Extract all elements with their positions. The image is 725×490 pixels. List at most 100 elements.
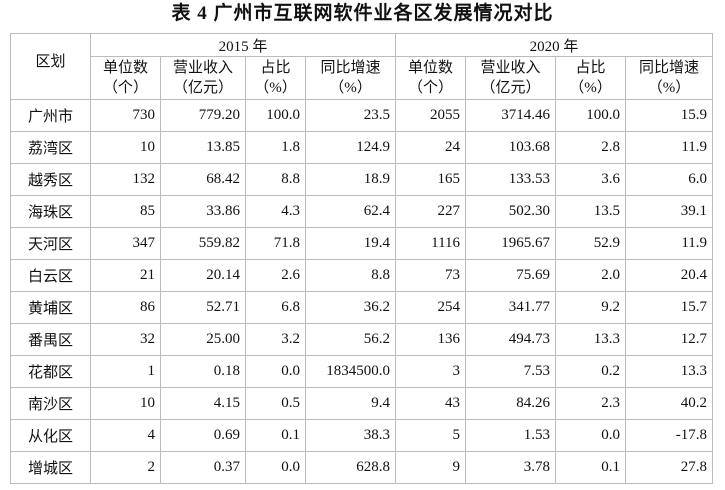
value-cell: 254 <box>395 291 467 324</box>
data-row: 黄埔区 86 52.71 6.8 36.2 254 341.77 9.2 15.7 <box>10 291 714 324</box>
column-header: 占比 （%） <box>555 56 627 100</box>
data-row: 广州市 730 779.20 100.0 23.5 2055 3714.46 100.0 15.… <box>10 99 714 132</box>
header-line: （%） <box>329 80 372 96</box>
header-line: 营业收入 <box>172 60 233 76</box>
value-cell: 136 <box>395 323 467 356</box>
value-cell: 8.8 <box>245 163 306 196</box>
value-cell: -17.8 <box>625 419 714 452</box>
value-cell: 0.2 <box>555 355 627 388</box>
value-cell: 38.3 <box>304 419 397 452</box>
value-cell: 15.7 <box>625 291 714 324</box>
value-cell: 9.2 <box>555 291 627 324</box>
value-cell: 0.0 <box>555 419 627 452</box>
data-row: 荔湾区 10 13.85 1.8 124.9 24 103.68 2.8 11.9 <box>10 131 714 164</box>
data-row: 南沙区 10 4.15 0.5 9.4 43 84.26 2.3 40.2 <box>10 387 714 420</box>
value-cell: 1.53 <box>465 419 557 452</box>
region-cell: 白云区 <box>10 259 91 292</box>
value-cell: 502.30 <box>465 195 557 228</box>
value-cell: 9.4 <box>304 387 397 420</box>
value-cell: 2 <box>90 451 161 484</box>
value-cell: 33.86 <box>160 195 246 228</box>
data-row: 增城区 2 0.37 0.0 628.8 9 3.78 0.1 27.8 <box>10 451 714 484</box>
value-cell: 10 <box>90 387 161 420</box>
value-cell: 2055 <box>395 99 467 132</box>
data-row: 番禺区 32 25.00 3.2 56.2 136 494.73 13.3 12.7 <box>10 323 714 356</box>
value-cell: 6.8 <box>245 291 306 324</box>
value-cell: 3714.46 <box>465 99 557 132</box>
value-cell: 13.3 <box>625 355 714 388</box>
header-line: 单位数 <box>102 60 148 76</box>
value-cell: 11.9 <box>625 227 714 260</box>
value-cell: 39.1 <box>625 195 714 228</box>
header-line: 占比 <box>575 60 606 76</box>
value-cell: 2.6 <box>245 259 306 292</box>
column-header: 营业收入 （亿元） <box>160 56 246 100</box>
value-cell: 133.53 <box>465 163 557 196</box>
value-cell: 341.77 <box>465 291 557 324</box>
value-cell: 3 <box>395 355 467 388</box>
data-table: 区划 2015 年 2020 年单位数 （个） 营业收入 （亿元） 占比 （%） 同比增速 （%）… <box>10 33 714 484</box>
value-cell: 62.4 <box>304 195 397 228</box>
region-cell: 广州市 <box>10 99 91 132</box>
header-line: 占比 <box>260 60 291 76</box>
value-cell: 21 <box>90 259 161 292</box>
value-cell: 0.37 <box>160 451 246 484</box>
data-row: 白云区 21 20.14 2.6 8.8 73 75.69 2.0 20.4 <box>10 259 714 292</box>
value-cell: 84.26 <box>465 387 557 420</box>
value-cell: 19.4 <box>304 227 397 260</box>
table-body: 区划 2015 年 2020 年单位数 （个） 营业收入 （亿元） 占比 （%） 同比增速 （%）… <box>10 33 714 484</box>
value-cell: 13.3 <box>555 323 627 356</box>
header-line: （亿元） <box>480 80 541 96</box>
region-cell: 荔湾区 <box>10 131 91 164</box>
value-cell: 4 <box>90 419 161 452</box>
value-cell: 71.8 <box>245 227 306 260</box>
value-cell: 6.0 <box>625 163 714 196</box>
region-cell: 番禺区 <box>10 323 91 356</box>
value-cell: 1965.67 <box>465 227 557 260</box>
region-cell: 花都区 <box>10 355 91 388</box>
region-cell: 增城区 <box>10 451 91 484</box>
value-cell: 1.8 <box>245 131 306 164</box>
value-cell: 32 <box>90 323 161 356</box>
column-header: 同比增速 （%） <box>304 56 397 100</box>
header-line: （亿元） <box>172 80 233 96</box>
value-cell: 165 <box>395 163 467 196</box>
value-cell: 86 <box>90 291 161 324</box>
value-cell: 5 <box>395 419 467 452</box>
value-cell: 0.5 <box>245 387 306 420</box>
value-cell: 0.0 <box>245 451 306 484</box>
value-cell: 2.3 <box>555 387 627 420</box>
value-cell: 4.3 <box>245 195 306 228</box>
value-cell: 132 <box>90 163 161 196</box>
value-cell: 227 <box>395 195 467 228</box>
value-cell: 18.9 <box>304 163 397 196</box>
value-cell: 1116 <box>395 227 467 260</box>
header-line: 单位数 <box>408 60 454 76</box>
value-cell: 0.1 <box>555 451 627 484</box>
value-cell: 20.14 <box>160 259 246 292</box>
data-row: 越秀区 132 68.42 8.8 18.9 165 133.53 3.6 6.0 <box>10 163 714 196</box>
region-cell: 从化区 <box>10 419 91 452</box>
year-header: 2020 年 <box>395 33 714 57</box>
value-cell: 13.85 <box>160 131 246 164</box>
region-cell: 海珠区 <box>10 195 91 228</box>
value-cell: 75.69 <box>465 259 557 292</box>
region-cell: 越秀区 <box>10 163 91 196</box>
value-cell: 68.42 <box>160 163 246 196</box>
value-cell: 85 <box>90 195 161 228</box>
value-cell: 559.82 <box>160 227 246 260</box>
value-cell: 52.71 <box>160 291 246 324</box>
value-cell: 0.18 <box>160 355 246 388</box>
header-line: 营业收入 <box>480 60 541 76</box>
value-cell: 0.69 <box>160 419 246 452</box>
column-header: 同比增速 （%） <box>625 56 714 100</box>
value-cell: 43 <box>395 387 467 420</box>
value-cell: 25.00 <box>160 323 246 356</box>
value-cell: 779.20 <box>160 99 246 132</box>
data-row: 花都区 1 0.18 0.0 1834500.0 3 7.53 0.2 13.3 <box>10 355 714 388</box>
table-title: 表 4 广州市互联网软件业各区发展情况对比 <box>171 3 554 24</box>
value-cell: 7.53 <box>465 355 557 388</box>
header-line: （个） <box>408 80 454 96</box>
value-cell: 4.15 <box>160 387 246 420</box>
